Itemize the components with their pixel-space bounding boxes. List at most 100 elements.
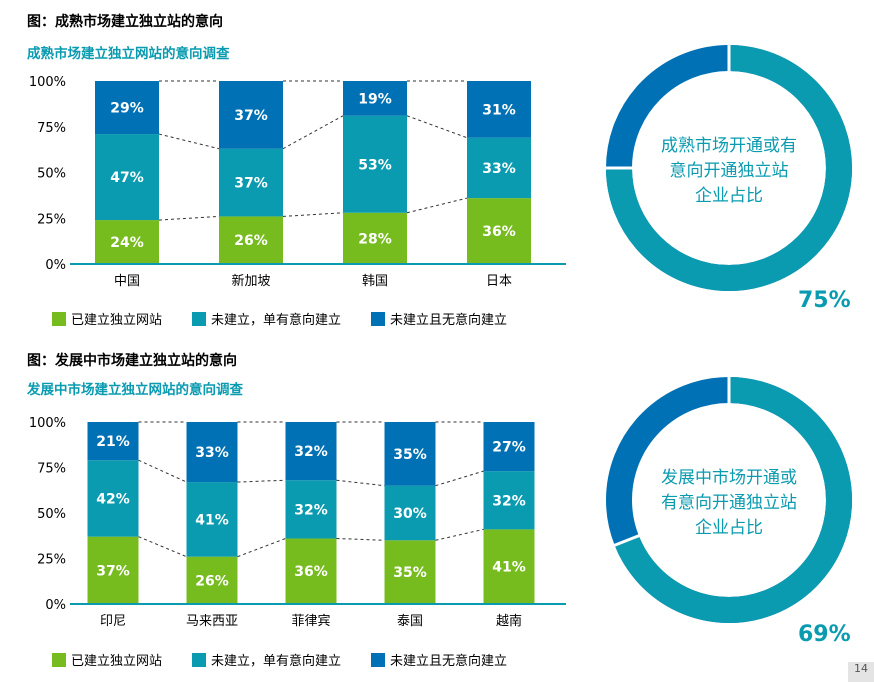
bar-segment bbox=[95, 81, 159, 135]
legend-item-intend: 未建立，单有意向建立 bbox=[192, 309, 341, 328]
bar-segment bbox=[87, 460, 139, 537]
stacked-bar-chart-2: 0% 25% 50% 75% 100% 37% 42% 21% 印尼 26% 41% 33% 马来西亚 3… bbox=[29, 416, 566, 629]
data-label: 29% bbox=[110, 101, 144, 117]
legend-swatch-blue bbox=[371, 652, 386, 667]
donut-label-line: 有意向开通独立站 bbox=[661, 493, 797, 513]
data-label: 32% bbox=[294, 444, 328, 460]
data-label: 33% bbox=[195, 445, 229, 461]
figure-title-2: 图：发展中市场建立独立站的意向 bbox=[27, 353, 237, 369]
legend-label: 未建立且无意向建立 bbox=[390, 313, 508, 328]
data-label: 28% bbox=[358, 231, 392, 247]
connector-line bbox=[237, 538, 286, 558]
legend-swatch-blue bbox=[371, 311, 386, 326]
connector-line bbox=[282, 115, 344, 150]
bar-segment bbox=[285, 422, 337, 481]
donut-label-2: 发展中市场开通或 有意向开通独立站 企业占比 bbox=[603, 466, 855, 541]
donut-label-1: 成熟市场开通或有 意向开通独立站 企业占比 bbox=[603, 134, 855, 209]
data-label: 41% bbox=[492, 560, 526, 576]
bar-segment bbox=[186, 482, 238, 557]
chart-subtitle-2: 发展中市场建立独立网站的意向调查 bbox=[27, 382, 243, 398]
legend-item-no-intent: 未建立且无意向建立 bbox=[371, 650, 507, 669]
bar-segment bbox=[219, 81, 283, 149]
donut-label-line: 企业占比 bbox=[695, 186, 763, 206]
figure-title-1: 图：成熟市场建立独立站的意向 bbox=[27, 14, 223, 30]
data-label: 35% bbox=[393, 447, 427, 463]
data-label: 30% bbox=[393, 506, 427, 522]
data-label: 19% bbox=[358, 91, 392, 107]
donut-label-line: 意向开通独立站 bbox=[669, 161, 789, 181]
x-tick-label: 日本 bbox=[486, 274, 512, 289]
donut-label-line: 企业占比 bbox=[695, 518, 763, 538]
bar-segment bbox=[186, 556, 238, 604]
donut-chart-1 bbox=[605, 44, 852, 291]
legend-2: 已建立独立网站 未建立，单有意向建立 未建立且无意向建立 bbox=[52, 650, 537, 669]
data-label: 36% bbox=[482, 224, 516, 240]
stacked-bar-chart-1: 0% 25% 50% 75% 100% 24% 47% 29% 中国 26% 37% 37% 新加坡 28… bbox=[29, 75, 566, 289]
x-tick-label: 韩国 bbox=[362, 274, 388, 289]
y-tick-label: 75% bbox=[37, 462, 66, 477]
data-label: 35% bbox=[393, 565, 427, 581]
connector-line bbox=[282, 212, 344, 217]
bar-segment bbox=[343, 115, 407, 213]
y-tick-label: 75% bbox=[37, 121, 66, 136]
donut-chart-2 bbox=[606, 376, 852, 623]
legend-item-established: 已建立独立网站 bbox=[52, 650, 162, 669]
data-label: 41% bbox=[195, 512, 229, 528]
legend-1: 已建立独立网站 未建立，单有意向建立 未建立且无意向建立 bbox=[52, 309, 537, 328]
connector-line bbox=[435, 528, 484, 541]
legend-label: 未建立，单有意向建立 bbox=[211, 313, 342, 328]
data-label: 27% bbox=[492, 440, 526, 456]
connector-line bbox=[138, 459, 187, 483]
bar-segment bbox=[467, 81, 531, 138]
data-label: 32% bbox=[294, 502, 328, 518]
y-tick-label: 100% bbox=[29, 416, 66, 431]
bar-segment bbox=[343, 81, 407, 116]
legend-swatch-teal bbox=[192, 311, 207, 326]
connector-line bbox=[138, 536, 187, 558]
bar-segment bbox=[186, 422, 238, 483]
x-tick-label: 马来西亚 bbox=[186, 614, 238, 629]
page-number: 14 bbox=[848, 662, 874, 682]
legend-label: 已建立独立网站 bbox=[71, 313, 163, 328]
y-tick-label: 25% bbox=[37, 553, 66, 568]
connector-line bbox=[435, 470, 484, 487]
y-tick-label: 0% bbox=[45, 598, 66, 613]
bar-segment bbox=[467, 198, 531, 264]
bar-segment bbox=[384, 485, 436, 541]
connector-line bbox=[158, 215, 220, 221]
legend-swatch-teal bbox=[192, 652, 207, 667]
data-label: 24% bbox=[110, 235, 144, 251]
y-tick-label: 0% bbox=[45, 258, 66, 273]
donut-label-line: 成熟市场开通或有 bbox=[661, 136, 797, 156]
legend-item-intend: 未建立，单有意向建立 bbox=[192, 650, 341, 669]
bar-segment bbox=[285, 480, 337, 539]
data-label: 32% bbox=[492, 493, 526, 509]
legend-item-no-intent: 未建立且无意向建立 bbox=[371, 309, 507, 328]
legend-item-established: 已建立独立网站 bbox=[52, 309, 162, 328]
y-tick-label: 25% bbox=[37, 212, 66, 227]
donut-label-line: 发展中市场开通或 bbox=[661, 468, 797, 488]
connector-line bbox=[336, 479, 385, 487]
data-label: 21% bbox=[96, 434, 130, 450]
connector-line bbox=[237, 479, 286, 483]
y-tick-label: 50% bbox=[37, 167, 66, 182]
x-tick-label: 越南 bbox=[496, 613, 522, 629]
connector-line bbox=[406, 115, 468, 139]
x-tick-label: 菲律宾 bbox=[291, 613, 330, 629]
bar-segment bbox=[285, 538, 337, 604]
donut-separator bbox=[613, 533, 641, 548]
data-label: 26% bbox=[195, 573, 229, 589]
bar-segment bbox=[219, 148, 283, 217]
bar-segment bbox=[384, 422, 436, 486]
legend-label: 已建立独立网站 bbox=[71, 654, 163, 669]
connector-line bbox=[158, 133, 220, 150]
bar-segment bbox=[95, 134, 159, 221]
bar-segment bbox=[219, 216, 283, 264]
x-tick-label: 中国 bbox=[114, 274, 140, 289]
data-label: 26% bbox=[234, 233, 268, 249]
bar-segment bbox=[95, 220, 159, 264]
bar-segment bbox=[87, 536, 139, 604]
x-tick-label: 泰国 bbox=[397, 614, 423, 629]
y-tick-label: 50% bbox=[37, 507, 66, 522]
data-label: 53% bbox=[358, 157, 392, 173]
